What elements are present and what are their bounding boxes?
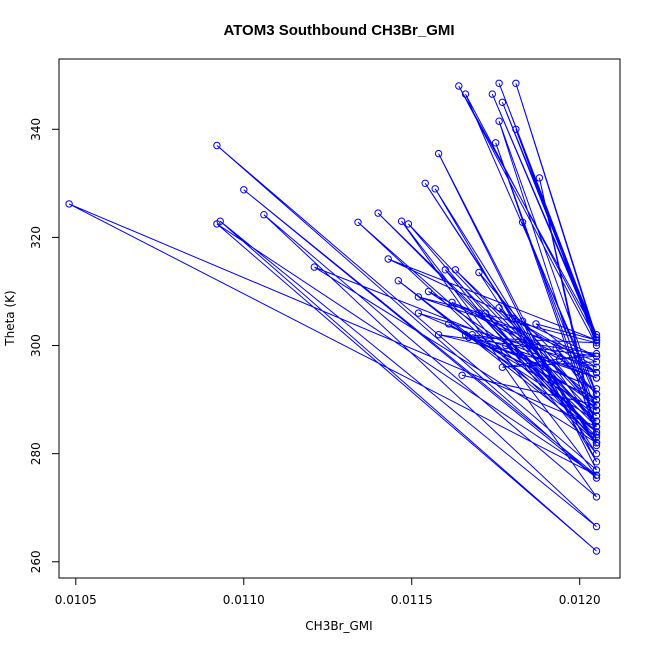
data-point xyxy=(592,336,601,344)
data-point xyxy=(592,417,601,425)
data-point xyxy=(592,358,601,366)
data-point xyxy=(354,218,362,227)
data-point xyxy=(592,406,601,415)
data-point xyxy=(518,317,527,325)
data-point xyxy=(592,441,601,450)
data-point xyxy=(475,268,483,277)
data-point xyxy=(397,217,406,225)
data-point xyxy=(414,309,423,317)
chart-title: ATOM3 Southbound CH3Br_GMI xyxy=(223,22,454,39)
data-point xyxy=(421,179,429,188)
data-point xyxy=(384,255,392,263)
data-point xyxy=(592,374,601,382)
data-point xyxy=(592,395,601,404)
data-point xyxy=(518,218,527,227)
data-point xyxy=(592,331,601,339)
data-point xyxy=(592,341,601,350)
data-point xyxy=(512,125,520,134)
data-point xyxy=(592,412,601,420)
x-tick-label: 0.0115 xyxy=(391,593,433,607)
data-point xyxy=(592,471,601,479)
data-point xyxy=(434,331,443,339)
series-line xyxy=(68,83,598,552)
data-point xyxy=(495,117,503,125)
y-axis: 260 280 300 320 340 xyxy=(29,118,59,573)
data-point xyxy=(508,314,517,323)
data-point xyxy=(461,90,470,98)
data-point xyxy=(592,385,601,393)
data-point xyxy=(431,185,439,193)
data-point xyxy=(592,333,601,342)
data-point xyxy=(310,263,318,271)
data-point xyxy=(592,428,601,436)
data-point xyxy=(448,298,456,306)
data-point xyxy=(492,139,500,147)
data-point xyxy=(498,363,507,371)
x-tick-label: 0.0105 xyxy=(55,593,97,607)
data-point xyxy=(592,368,601,377)
data-point xyxy=(498,98,507,107)
data-point xyxy=(434,149,443,158)
y-tick-label: 340 xyxy=(29,118,43,141)
data-point xyxy=(441,266,449,274)
data-point xyxy=(592,390,601,398)
data-point xyxy=(404,220,413,228)
data-point xyxy=(374,209,382,217)
data-point xyxy=(495,79,503,88)
data-point xyxy=(455,82,463,90)
series-layer xyxy=(65,79,601,555)
data-point xyxy=(424,287,433,296)
data-point xyxy=(502,341,510,350)
data-point xyxy=(512,79,520,88)
data-point xyxy=(451,266,460,274)
data-point xyxy=(495,304,503,312)
data-point xyxy=(592,422,601,431)
y-tick-label: 320 xyxy=(29,226,43,249)
data-point xyxy=(488,90,496,98)
data-point xyxy=(592,547,601,555)
data-point xyxy=(592,522,601,531)
data-point xyxy=(461,331,470,339)
y-tick-label: 280 xyxy=(29,442,43,465)
data-point xyxy=(592,339,601,347)
data-point xyxy=(592,352,601,360)
data-point xyxy=(65,200,73,208)
data-point xyxy=(592,439,601,447)
data-point xyxy=(240,186,248,194)
data-point xyxy=(592,363,601,371)
y-tick-label: 260 xyxy=(29,550,43,573)
data-point xyxy=(552,344,560,352)
x-tick-label: 0.0120 xyxy=(559,593,601,607)
data-point xyxy=(445,320,453,328)
data-point xyxy=(260,211,268,219)
x-axis-label: CH3Br_GMI xyxy=(305,619,372,633)
data-point xyxy=(532,320,540,328)
x-axis: 0.0105 0.0110 0.0115 0.0120 xyxy=(55,578,601,607)
data-point xyxy=(592,450,601,458)
data-point xyxy=(592,493,601,501)
data-point xyxy=(394,277,402,285)
plot-frame xyxy=(58,58,621,579)
data-point xyxy=(555,355,564,363)
data-point xyxy=(592,433,601,442)
data-point xyxy=(213,220,221,228)
data-point xyxy=(592,474,601,482)
data-point xyxy=(213,141,221,150)
data-point xyxy=(592,466,601,474)
data-point xyxy=(475,309,483,317)
data-point xyxy=(592,349,601,358)
y-axis-label: Theta (K) xyxy=(3,290,17,346)
data-point xyxy=(592,431,601,439)
x-tick-label: 0.0110 xyxy=(223,593,265,607)
data-point xyxy=(535,174,544,182)
y-tick-label: 300 xyxy=(29,334,43,357)
data-point xyxy=(592,458,601,466)
data-point xyxy=(592,401,601,409)
data-point xyxy=(458,371,466,379)
data-point xyxy=(414,293,423,301)
